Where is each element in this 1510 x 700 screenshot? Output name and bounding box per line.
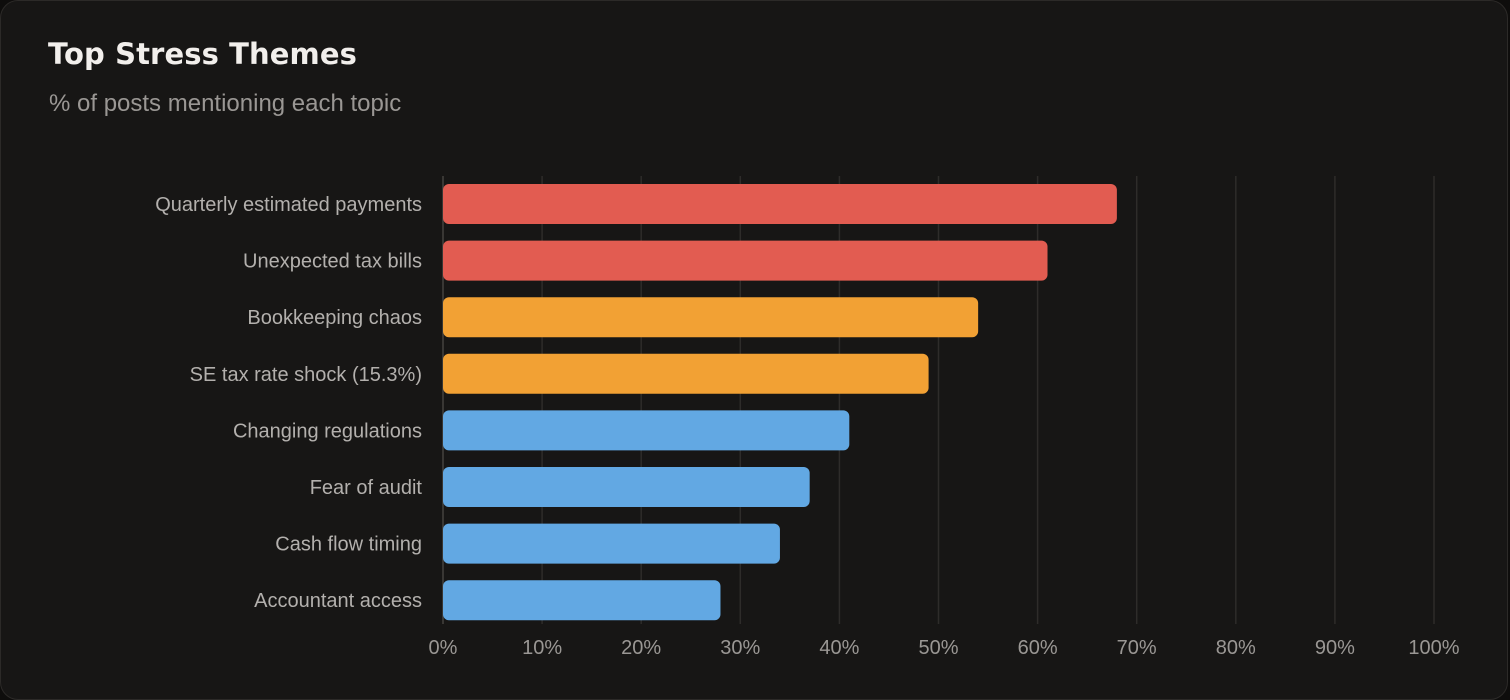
bar[interactable]	[443, 353, 929, 394]
x-tick-label: 0%	[429, 637, 458, 659]
x-tick-label: 70%	[1117, 637, 1157, 659]
x-tick-label: 20%	[621, 637, 661, 659]
x-tick-label: 50%	[918, 637, 958, 659]
x-tick-label: 90%	[1315, 637, 1355, 659]
chart-subtitle: % of posts mentioning each topic	[49, 90, 402, 117]
category-label: Accountant access	[254, 590, 422, 612]
bars	[443, 184, 1117, 621]
x-tick-label: 60%	[1018, 637, 1058, 659]
x-tick-label: 40%	[819, 637, 859, 659]
bar[interactable]	[443, 410, 850, 451]
bar[interactable]	[443, 580, 721, 621]
x-tick-labels: 0% 10% 20% 30% 40% 50% 60% 70% 80% 90% 100%	[429, 637, 1460, 659]
category-label: SE tax rate shock (15.3%)	[190, 364, 422, 386]
category-label: Cash flow timing	[275, 534, 422, 556]
x-tick-label: 30%	[720, 637, 760, 659]
category-label: Bookkeeping chaos	[247, 307, 422, 329]
category-label: Quarterly estimated payments	[155, 194, 422, 216]
category-label: Fear of audit	[310, 477, 423, 499]
x-tick-label: 10%	[522, 637, 562, 659]
bar[interactable]	[443, 467, 810, 507]
chart-title: Top Stress Themes	[48, 37, 357, 71]
bar[interactable]	[443, 184, 1117, 224]
bar-chart: Quarterly estimated payments Unexpected t…	[155, 176, 1460, 659]
bar[interactable]	[443, 297, 979, 338]
category-labels: Quarterly estimated payments Unexpected t…	[155, 194, 422, 612]
x-tick-label: 100%	[1408, 637, 1459, 659]
bar[interactable]	[443, 523, 780, 564]
category-label: Unexpected tax bills	[243, 251, 422, 273]
bar[interactable]	[443, 240, 1048, 281]
category-label: Changing regulations	[233, 420, 422, 442]
x-tick-label: 80%	[1216, 637, 1256, 659]
